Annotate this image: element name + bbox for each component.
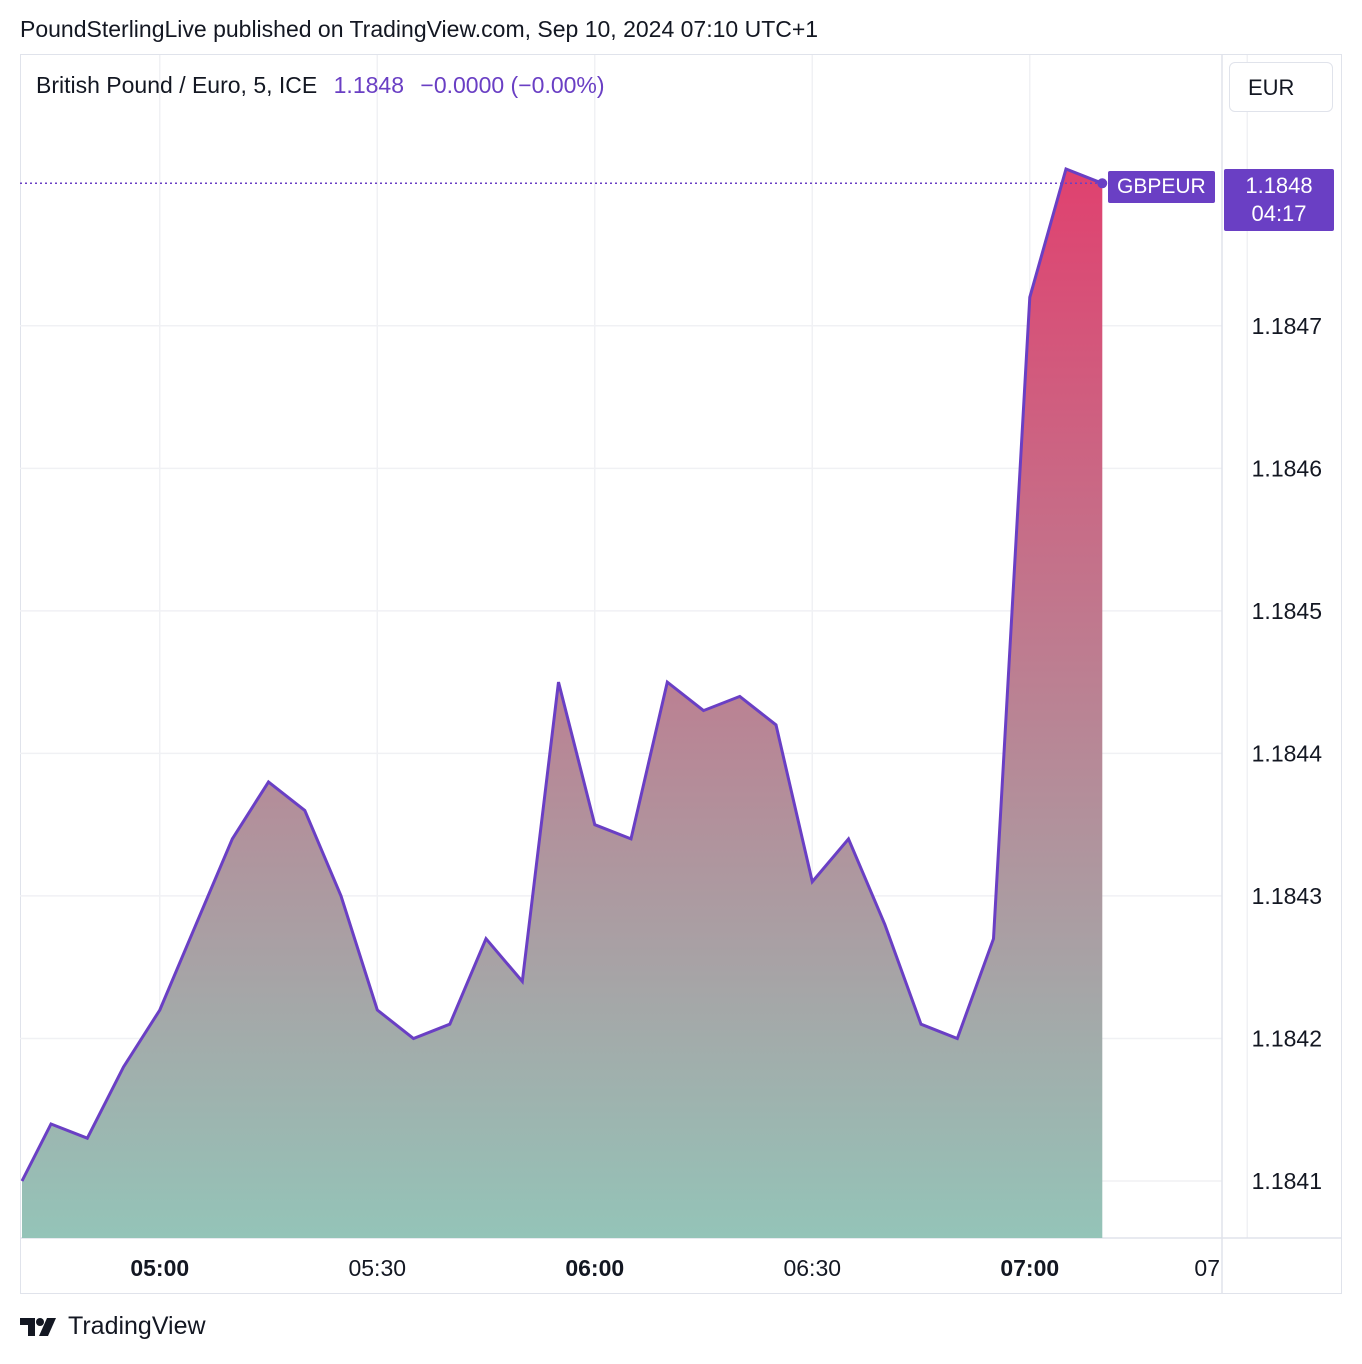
y-tick-label: 1.1841	[1252, 1168, 1322, 1194]
legend-symbol: British Pound / Euro, 5, ICE	[36, 72, 318, 98]
tradingview-logo-icon	[20, 1317, 56, 1336]
chart-frame	[20, 54, 1342, 1294]
price-line-layer	[20, 166, 1108, 1182]
legend-change: −0.0000 (−0.00%)	[420, 72, 605, 98]
last-price-marker	[1097, 178, 1108, 189]
y-tick-label: 1.1847	[1252, 313, 1322, 339]
x-tick-label: 05:00	[130, 1255, 189, 1281]
y-axis-ticks: 1.1841 1.1842 1.1843 1.1844 1.1845 1.1846 1.18…	[1252, 313, 1323, 1194]
price-line	[20, 166, 1103, 1182]
y-tick-label: 1.1845	[1252, 598, 1322, 624]
price-area	[22, 169, 1103, 1238]
last-price-value: 1.1848	[1245, 173, 1313, 198]
bar-countdown: 04:17	[1251, 201, 1307, 226]
series-name-tag: GBPEUR	[1108, 171, 1215, 203]
legend-value: 1.1848	[333, 72, 404, 98]
x-tick-label: 07:00	[1000, 1255, 1059, 1281]
y-tick-label: 1.1842	[1252, 1025, 1322, 1051]
x-tick-label: 07	[1194, 1255, 1220, 1281]
footer-brand: TradingView	[68, 1312, 206, 1340]
y-tick-label: 1.1843	[1252, 883, 1322, 909]
x-tick-label: 06:00	[565, 1255, 624, 1281]
x-tick-label: 05:30	[348, 1255, 406, 1281]
y-tick-label: 1.1844	[1252, 740, 1323, 766]
publisher-line: PoundSterlingLive published on TradingVi…	[20, 16, 819, 42]
currency-button[interactable]: EUR	[1229, 62, 1333, 112]
last-price-tag: 1.1848 04:17	[1224, 169, 1334, 231]
x-tick-label: 06:30	[783, 1255, 841, 1281]
chart-legend: British Pound / Euro, 5, ICE 1.1848 −0.0…	[36, 72, 605, 99]
price-area-fill	[22, 169, 1103, 1238]
tradingview-logo[interactable]: TradingView	[20, 1312, 206, 1341]
y-tick-label: 1.1846	[1252, 455, 1322, 481]
x-axis-ticks: 05:00 05:30 06:00 06:30 07:00 07	[130, 1255, 1220, 1281]
